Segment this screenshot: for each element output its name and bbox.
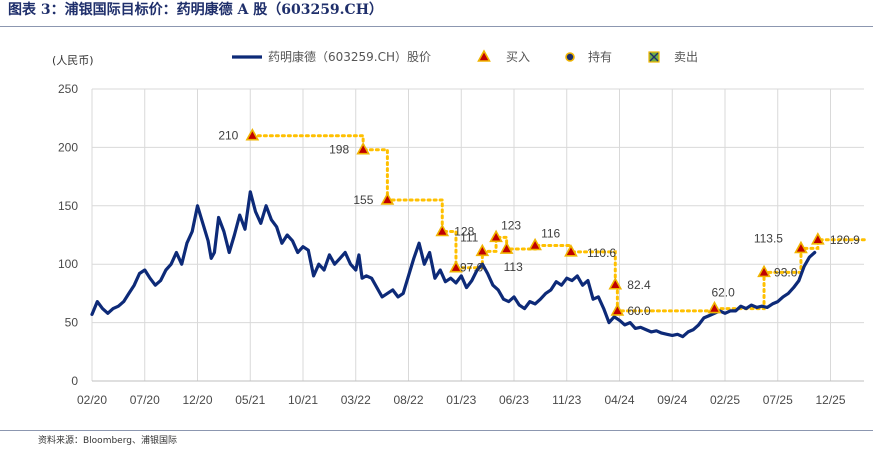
x-tick-label: 04/24	[604, 393, 634, 407]
target-price-labels: 210 198 155 128 97.0 111 123 113 116 110.6 82.4 60.…	[218, 129, 860, 318]
x-tick-label: 12/20	[182, 393, 212, 407]
x-tick-label: 11/23	[552, 393, 581, 407]
chart-legend: 药明康德（603259.CH）股价 买入 持有 卖出	[232, 49, 698, 64]
target-label: 93.0	[774, 265, 798, 279]
footer-rule	[0, 430, 873, 431]
y-tick-label: 200	[58, 140, 78, 154]
buy-marker	[608, 277, 623, 290]
target-label: 110.6	[587, 246, 616, 260]
x-tick-label: 08/22	[393, 393, 423, 407]
buy-marker	[449, 260, 463, 273]
buy-marker	[794, 240, 808, 254]
target-label: 113	[504, 260, 523, 274]
target-label: 97.0	[460, 261, 484, 275]
y-axis-ticks: 0 50 100 150 200 250	[58, 82, 78, 388]
figure-title: 图表 3：浦银国际目标价：药明康德 A 股（603259.CH）	[8, 2, 383, 18]
target-label: 111	[460, 230, 479, 244]
x-tick-label: 07/25	[763, 393, 793, 407]
target-label: 198	[329, 143, 349, 157]
target-label: 120.9	[830, 233, 860, 247]
buy-marker	[707, 300, 722, 314]
target-label: 113.5	[754, 231, 783, 245]
x-tick-label: 07/20	[130, 393, 160, 407]
title-rule	[0, 26, 873, 27]
x-tick-label: 03/22	[341, 393, 371, 407]
chart-gridlines	[91, 88, 864, 381]
buy-marker	[475, 243, 490, 257]
target-label: 82.4	[627, 278, 651, 292]
x-tick-label: 10/21	[288, 393, 318, 407]
y-tick-label: 150	[58, 199, 78, 213]
target-label: 128	[454, 224, 474, 238]
source-note: 资料来源：Bloomberg、浦银国际	[38, 436, 177, 446]
y-tick-label: 0	[71, 374, 78, 388]
target-label: 155	[353, 193, 373, 207]
buy-marker	[810, 232, 825, 245]
y-tick-label: 50	[65, 316, 79, 330]
buy-marker	[610, 303, 625, 316]
x-tick-label: 02/25	[710, 393, 740, 407]
legend-sell-label: 卖出	[674, 50, 698, 64]
buy-marker	[435, 223, 450, 237]
legend-sell-cross	[649, 52, 659, 62]
y-axis-unit-label: (人民币)	[52, 54, 94, 67]
legend-buy-label: 买入	[506, 50, 530, 64]
target-label: 210	[218, 129, 238, 143]
y-tick-label: 250	[58, 82, 78, 96]
buy-marker	[564, 244, 578, 257]
x-tick-label: 06/23	[499, 393, 529, 407]
x-tick-label: 02/20	[77, 393, 107, 407]
x-axis-ticks: 02/20 07/20 12/20 05/21 10/21 03/22 08/22 01/23…	[77, 393, 846, 407]
buy-marker	[380, 192, 395, 205]
buy-marker	[356, 142, 370, 155]
target-label: 60.0	[627, 304, 651, 318]
x-tick-label: 01/23	[446, 393, 476, 407]
x-tick-label: 12/25	[815, 393, 845, 407]
buy-marker	[499, 241, 514, 254]
y-tick-label: 100	[58, 257, 78, 271]
legend-hold-swatch	[565, 52, 575, 62]
legend-hold-label: 持有	[588, 49, 612, 64]
buy-marker	[245, 128, 260, 141]
target-label: 116	[541, 227, 560, 241]
x-tick-label: 09/24	[657, 393, 687, 407]
legend-buy-swatch	[477, 49, 491, 62]
legend-price-label: 药明康德（603259.CH）股价	[268, 49, 431, 64]
buy-marker	[757, 264, 771, 278]
price-series-line	[90, 190, 817, 339]
target-label: 123	[501, 218, 521, 232]
buy-marker	[489, 229, 503, 243]
rating-markers	[245, 128, 825, 316]
target-label: 62.0	[711, 286, 735, 300]
buy-marker	[528, 237, 542, 251]
x-tick-label: 05/21	[235, 393, 265, 407]
